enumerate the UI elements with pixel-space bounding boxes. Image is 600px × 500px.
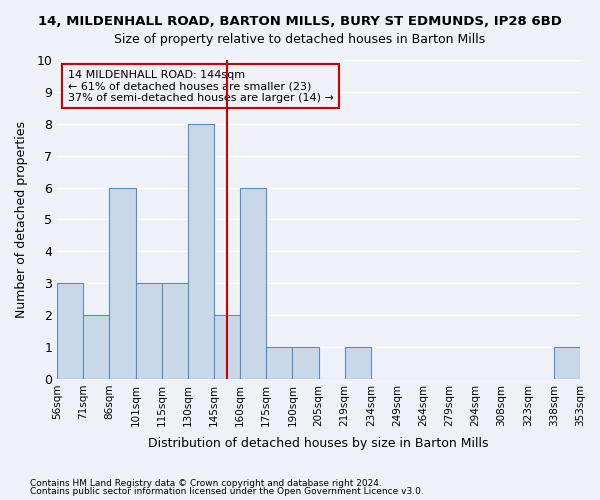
Text: Contains public sector information licensed under the Open Government Licence v3: Contains public sector information licen… <box>30 487 424 496</box>
Text: 14 MILDENHALL ROAD: 144sqm
← 61% of detached houses are smaller (23)
37% of semi: 14 MILDENHALL ROAD: 144sqm ← 61% of deta… <box>68 70 334 103</box>
Bar <box>344 347 371 379</box>
Bar <box>188 124 214 379</box>
Bar <box>240 188 266 379</box>
Bar <box>292 347 319 379</box>
Bar <box>554 347 580 379</box>
Text: Contains HM Land Registry data © Crown copyright and database right 2024.: Contains HM Land Registry data © Crown c… <box>30 478 382 488</box>
Bar <box>83 315 109 379</box>
Text: 14, MILDENHALL ROAD, BARTON MILLS, BURY ST EDMUNDS, IP28 6BD: 14, MILDENHALL ROAD, BARTON MILLS, BURY … <box>38 15 562 28</box>
Bar <box>109 188 136 379</box>
X-axis label: Distribution of detached houses by size in Barton Mills: Distribution of detached houses by size … <box>148 437 489 450</box>
Bar <box>57 283 83 379</box>
Bar <box>214 315 240 379</box>
Y-axis label: Number of detached properties: Number of detached properties <box>15 121 28 318</box>
Bar <box>266 347 292 379</box>
Text: Size of property relative to detached houses in Barton Mills: Size of property relative to detached ho… <box>115 32 485 46</box>
Bar <box>136 283 161 379</box>
Bar <box>161 283 188 379</box>
